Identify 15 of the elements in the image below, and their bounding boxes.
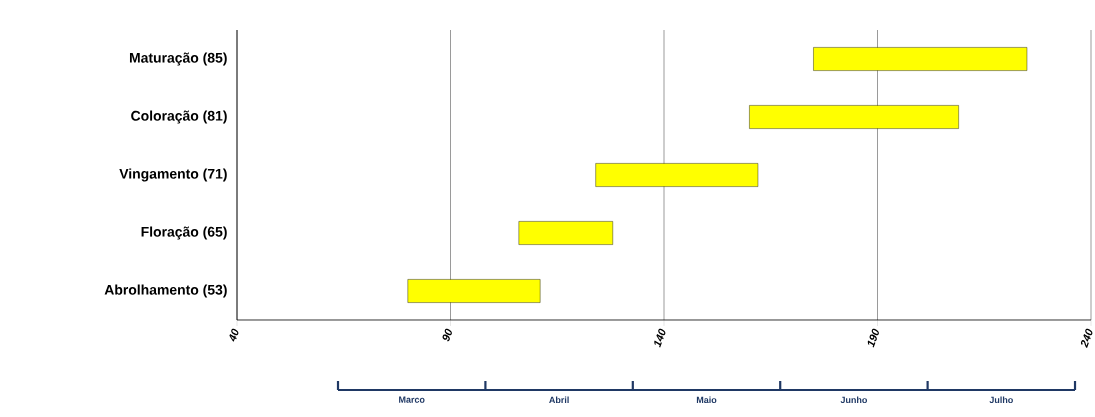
x-tick-label: 190 [867, 328, 879, 348]
x-tick-label: 90 [442, 328, 452, 342]
y-tick-label: Coloração (81) [131, 110, 227, 124]
text: Junho [840, 396, 868, 404]
text: Marco [399, 396, 425, 403]
y-tick-label: Vingamento (71) [119, 168, 227, 182]
x-tick-label: 40 [229, 328, 239, 342]
text: Abril [549, 396, 569, 404]
text: Julho [989, 396, 1013, 404]
y-tick-label: Maturação (85) [129, 52, 227, 66]
x-tick-label: 140 [654, 328, 666, 348]
y-tick-label: Abrolhamento (53) [104, 284, 227, 298]
x-tick-label: 240 [1080, 328, 1093, 348]
y-tick-label: Floração (65) [141, 226, 227, 240]
text: Maio [696, 396, 717, 404]
